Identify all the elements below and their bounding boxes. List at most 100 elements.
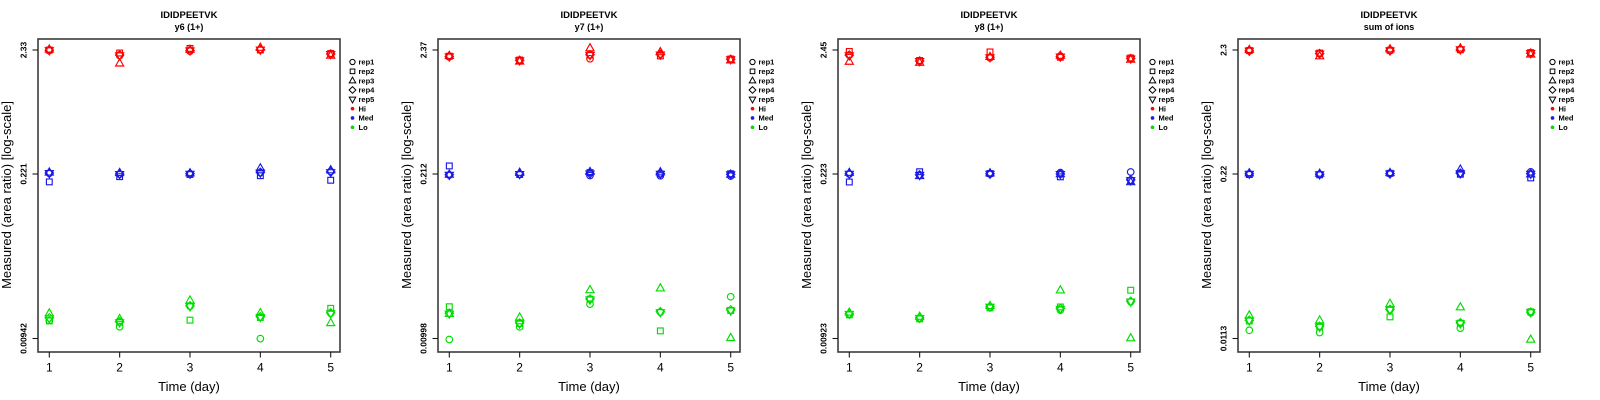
- data-point-lo-triangle-down: [1055, 305, 1066, 315]
- x-tick-label: 2: [1316, 361, 1323, 375]
- data-point-med-triangle-down: [1125, 177, 1136, 186]
- data-point-hi-triangle-down: [184, 47, 196, 57]
- x-tick-label: 4: [257, 361, 264, 375]
- data-point-med-triangle-up: [255, 162, 266, 172]
- y-tick-label: 0.212: [419, 163, 429, 185]
- panel-sum-of-ions: IDIDPEETVK sum of ions 2.3 0.22 0.0113 1 2 3 4 5 M…: [1200, 0, 1600, 400]
- data-point-hi-triangle-up: [984, 51, 996, 61]
- data-point-lo-triangle-down: [44, 315, 55, 325]
- data-point-lo-triangle-down: [255, 313, 266, 323]
- y-tick-label: 2.33: [19, 41, 29, 58]
- data-point-hi-triangle-down: [984, 54, 996, 64]
- legend-dot-icon: [1550, 116, 1555, 120]
- data-point-lo-triangle-up: [1384, 298, 1396, 307]
- legend-diamond-icon: [1148, 85, 1157, 95]
- data-point-lo-circle: [1245, 326, 1254, 335]
- data-point-hi-triangle-down: [444, 53, 455, 63]
- data-point-lo-triangle-down: [1455, 320, 1466, 330]
- data-point-med-triangle-down: [1455, 170, 1466, 180]
- legend-label: rep5: [1159, 95, 1175, 104]
- legend-dot-icon: [350, 116, 355, 120]
- legend-dot-icon: [750, 116, 755, 120]
- legend-diamond-icon: [348, 85, 357, 95]
- x-tick-label: 4: [657, 361, 664, 375]
- data-point-lo-circle: [115, 322, 124, 331]
- legend-triangle-down-icon: [348, 96, 357, 104]
- data-point-lo-triangle-up: [1055, 284, 1066, 294]
- data-point-hi-triangle-down: [914, 58, 925, 67]
- data-point-lo-triangle-up: [1314, 314, 1325, 324]
- data-point-lo-triangle-up: [44, 307, 55, 317]
- x-tick-label: 2: [516, 361, 523, 375]
- legend-label: rep5: [759, 95, 775, 104]
- legend-label: rep1: [1159, 58, 1175, 67]
- data-point-lo-triangle-down: [514, 320, 525, 330]
- data-point-lo-circle: [445, 335, 454, 344]
- legend-label: rep2: [1559, 67, 1575, 76]
- data-point-med-triangle-down: [1384, 170, 1396, 180]
- data-point-med-triangle-down: [1314, 171, 1325, 181]
- legend-label: rep5: [359, 95, 375, 104]
- data-point-lo-triangle-up: [255, 307, 266, 317]
- legend-label: Hi: [359, 104, 367, 113]
- y-axis-label: Measured (area ratio) [log-scale]: [400, 101, 414, 289]
- data-point-lo-triangle-down: [914, 314, 925, 324]
- legend-square-icon: [1149, 68, 1156, 75]
- panel-subtitle: sum of ions: [1364, 22, 1415, 32]
- data-point-lo-square: [656, 327, 664, 335]
- data-point-hi-circle: [586, 54, 594, 63]
- panel-title: IDIDPEETVK: [960, 10, 1017, 21]
- data-point-lo-triangle-up: [725, 332, 736, 342]
- data-point-med-triangle-down: [514, 170, 525, 180]
- x-tick-label: 5: [1527, 361, 1534, 375]
- y-tick-label: 0.22: [1219, 165, 1229, 182]
- legend-dot-icon: [350, 106, 355, 111]
- data-point-lo-triangle-down: [725, 307, 736, 317]
- x-tick-label: 2: [116, 361, 123, 375]
- data-point-hi-triangle-down: [1384, 47, 1396, 57]
- data-point-med-triangle-down: [1244, 170, 1255, 180]
- data-point-hi-triangle-down: [114, 52, 125, 62]
- data-point-hi-triangle-down: [844, 52, 855, 62]
- data-point-hi-square: [845, 48, 853, 55]
- data-point-med-square: [256, 172, 264, 180]
- legend-dot-icon: [1150, 106, 1155, 111]
- legend-label: Lo: [759, 123, 769, 132]
- legend-label: Lo: [1159, 123, 1169, 132]
- data-point-med-triangle-down: [444, 171, 455, 181]
- y-axis-label: Measured (area ratio) [log-scale]: [800, 101, 814, 289]
- data-point-med-triangle-down: [255, 169, 266, 179]
- data-point-lo-square: [1127, 286, 1135, 294]
- data-point-med-square: [845, 178, 853, 186]
- panel-title: IDIDPEETVK: [560, 10, 617, 21]
- data-point-med-triangle-down: [655, 170, 666, 180]
- data-point-med-triangle-down: [914, 171, 925, 181]
- legend-triangle-down-icon: [1548, 96, 1557, 104]
- data-point-med-square: [45, 178, 53, 186]
- data-point-lo-triangle-up: [655, 282, 666, 292]
- legend-label: rep2: [359, 67, 375, 76]
- legend-label: rep4: [359, 86, 376, 95]
- data-point-lo-triangle-down: [844, 310, 855, 320]
- panel-subtitle: y6 (1+): [175, 22, 204, 32]
- data-point-med-triangle-down: [844, 170, 855, 180]
- y-axis-label: Measured (area ratio) [log-scale]: [1200, 101, 1214, 289]
- data-point-lo-triangle-up: [1525, 333, 1536, 343]
- panel-y8: IDIDPEETVK y8 (1+) 2.45 0.223 0.00923 1 2 3 4 5 Me…: [800, 0, 1200, 400]
- y-tick-label: 0.221: [19, 163, 29, 185]
- data-point-med-circle: [1126, 168, 1135, 176]
- data-point-lo-triangle-up: [1125, 332, 1136, 342]
- data-point-med-triangle-down: [114, 170, 125, 180]
- data-point-lo-triangle-up: [514, 311, 525, 321]
- data-point-hi-triangle-down: [44, 47, 55, 57]
- data-point-med-triangle-up: [725, 168, 736, 178]
- data-point-lo-triangle-down: [1125, 298, 1136, 308]
- legend-triangle-up-icon: [1548, 76, 1557, 84]
- legend-diamond-icon: [748, 85, 757, 95]
- data-point-hi-triangle-down: [1525, 50, 1536, 59]
- plot-box: [437, 38, 741, 353]
